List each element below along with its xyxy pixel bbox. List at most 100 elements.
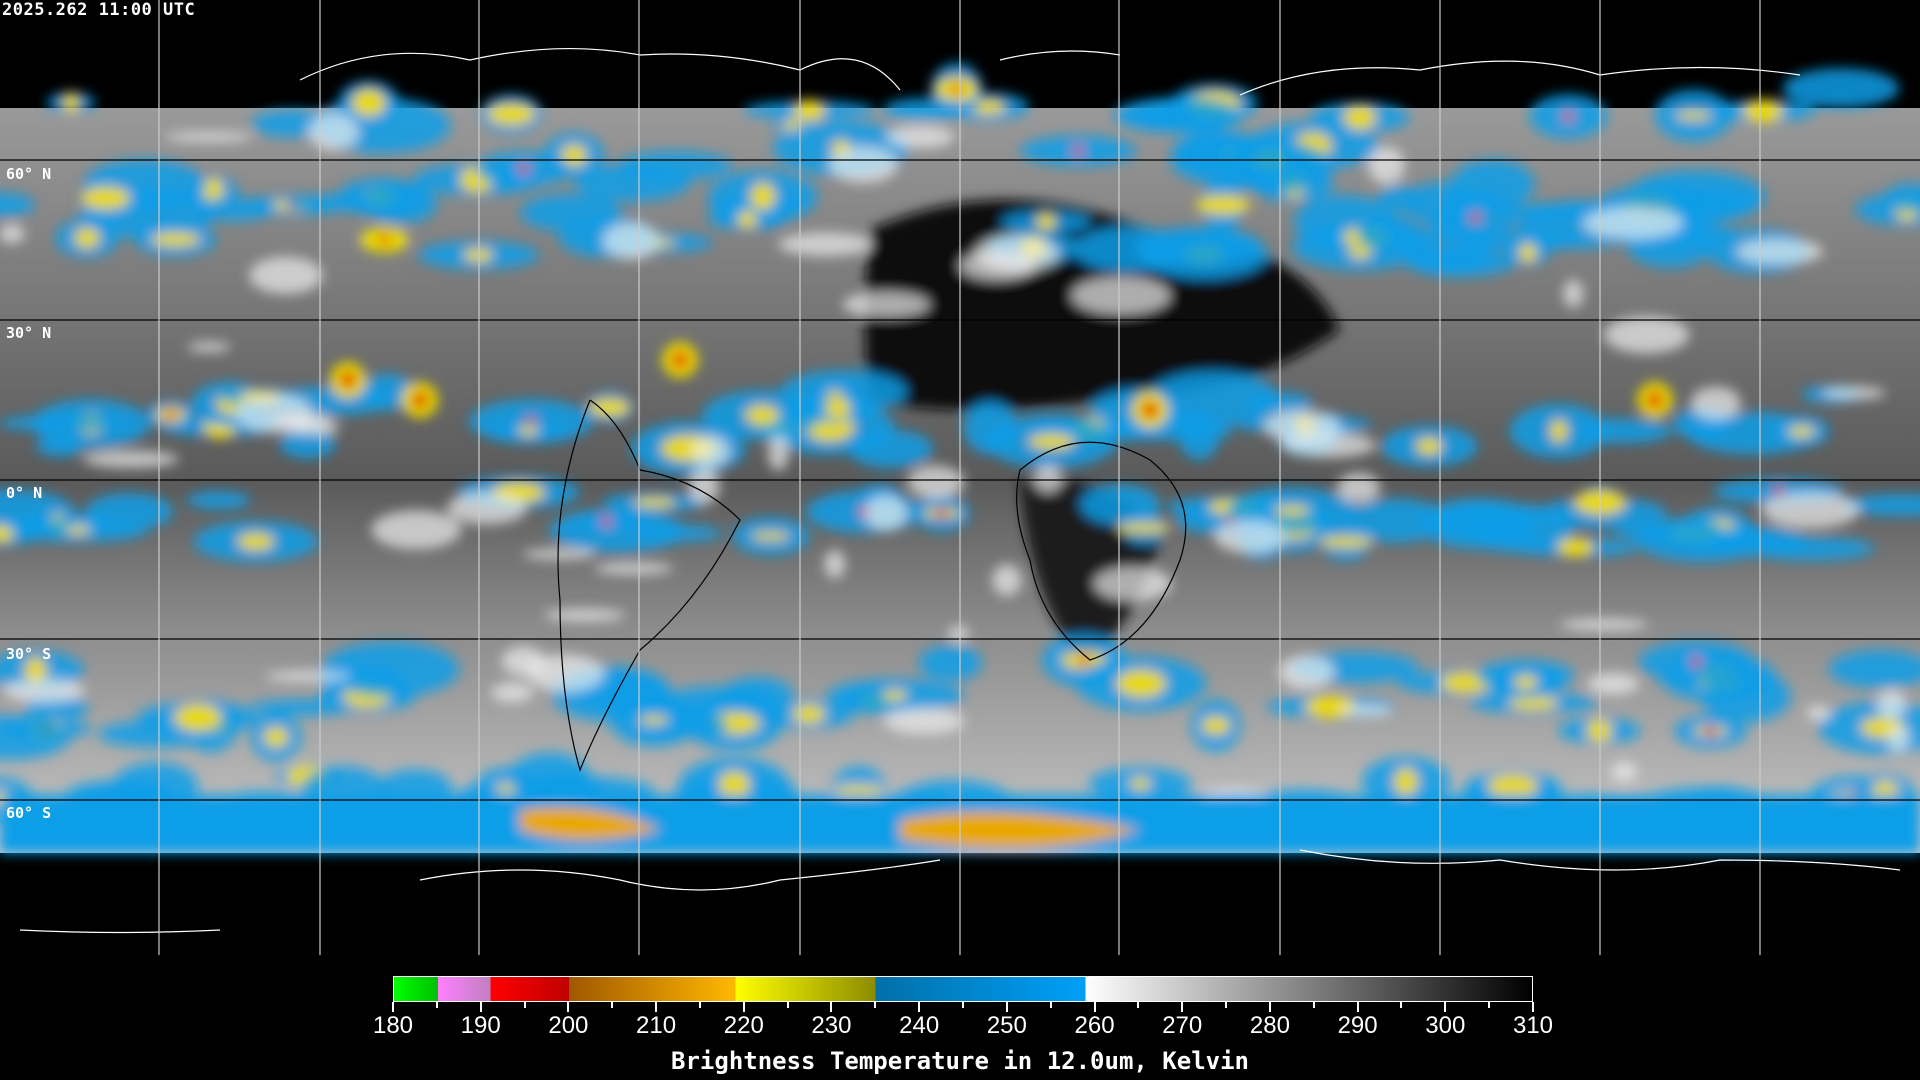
color-scale-bar <box>393 976 1533 1002</box>
colorbar-tick <box>523 1002 526 1008</box>
colorbar-tick <box>1005 1002 1008 1012</box>
deep-convection <box>518 164 529 175</box>
cloud <box>1563 279 1584 308</box>
cloud <box>883 708 965 735</box>
colorbar-tick-label: 300 <box>1425 1012 1466 1039</box>
colorbar-tick <box>1444 1002 1447 1012</box>
colorbar-tick <box>1137 1002 1140 1008</box>
cloud-cluster <box>1433 502 1533 540</box>
cold-cloud-top <box>1319 536 1373 548</box>
colorbar-tick-label: 240 <box>899 1012 940 1039</box>
cloud <box>1368 146 1405 184</box>
cold-cloud-top <box>1195 195 1251 215</box>
cloud <box>187 341 231 353</box>
cloud-cluster <box>618 151 732 181</box>
colorbar-tick <box>786 1002 789 1008</box>
cloud <box>1033 465 1063 493</box>
cloud <box>446 491 527 525</box>
cold-cloud-top <box>1116 522 1172 533</box>
deep-convection <box>601 516 612 527</box>
colorbar-tick-label: 200 <box>548 1012 589 1039</box>
lat-label-30n: 30° N <box>6 324 52 342</box>
storm-core <box>412 392 428 408</box>
cloud-cluster <box>848 430 934 469</box>
cold-cloud-top <box>496 784 517 793</box>
cloud <box>522 548 596 560</box>
cloud <box>1071 276 1171 315</box>
cloud-cluster <box>1748 536 1875 561</box>
cloud <box>543 608 626 622</box>
cloud <box>602 222 660 260</box>
deep-convection <box>379 234 390 245</box>
cold-cloud-top <box>24 657 47 683</box>
cold-cloud-top <box>561 144 587 167</box>
cloud <box>1806 705 1831 721</box>
colorbar-tick <box>1312 1002 1315 1008</box>
colorbar-title: Brightness Temperature in 12.0um, Kelvin <box>671 1047 1249 1075</box>
cloud-cluster <box>1127 97 1242 133</box>
cold-cloud-top <box>518 425 539 436</box>
storm-core <box>672 352 688 368</box>
colorbar-tick <box>874 1002 877 1008</box>
colorbar-tick <box>1356 1002 1359 1012</box>
cloud <box>778 232 873 257</box>
cold-cloud-top <box>263 727 289 747</box>
cloud <box>163 131 253 143</box>
colorbar-tick-label: 220 <box>723 1012 764 1039</box>
cold-cloud-top <box>1394 768 1418 796</box>
cloud-cluster <box>1343 498 1448 543</box>
cold-cloud-top <box>1028 434 1075 450</box>
cold-cloud-top <box>792 705 825 724</box>
colorbar-tick-label: 180 <box>372 1012 414 1039</box>
cloud <box>1337 472 1381 503</box>
cloud-cluster <box>364 182 438 224</box>
cloud-cluster <box>1701 669 1791 723</box>
colorbar-tick <box>1532 1002 1534 1012</box>
cloud-cluster <box>0 414 132 432</box>
cloud <box>1559 618 1649 631</box>
lat-label-60n: 60° N <box>6 165 52 183</box>
colorbar-tick-label: 260 <box>1074 1012 1115 1039</box>
cold-cloud-top <box>751 532 790 541</box>
cloud <box>82 450 179 468</box>
cold-cloud-top <box>520 807 660 840</box>
cloud <box>974 234 1060 273</box>
colorbar-tick <box>918 1002 921 1012</box>
colorbar-tick-label: 230 <box>811 1012 852 1039</box>
cloud-cluster <box>1840 494 1920 517</box>
cloud <box>842 291 930 318</box>
cold-cloud-top <box>1509 696 1558 710</box>
cold-cloud-top <box>1343 105 1376 130</box>
satellite-ir-map <box>0 0 1920 955</box>
cold-cloud-top <box>62 92 80 113</box>
colorbar-tick <box>830 1002 833 1012</box>
cloud-cluster <box>1782 68 1900 109</box>
cold-cloud-top <box>464 248 493 262</box>
cloud <box>948 625 970 642</box>
cold-cloud-top <box>81 186 130 210</box>
cold-cloud-top <box>825 398 851 419</box>
colorbar-tick <box>1400 1002 1403 1008</box>
cloud <box>1587 672 1640 695</box>
cold-cloud-top <box>237 533 274 551</box>
colorbar-tick <box>1181 1002 1184 1012</box>
colorbar-tick-label: 310 <box>1512 1012 1554 1039</box>
cloud <box>3 678 85 703</box>
cold-cloud-top <box>1036 214 1056 230</box>
cold-cloud-top <box>1557 538 1594 557</box>
cloud-cluster <box>963 401 1017 455</box>
cold-cloud-top <box>1519 243 1537 263</box>
cloud-cluster <box>1357 214 1421 252</box>
storm-core <box>1142 402 1158 418</box>
cold-cloud-top <box>745 405 780 425</box>
cloud <box>688 467 720 505</box>
storm-core <box>1647 392 1663 408</box>
cold-cloud-top <box>794 99 825 121</box>
colorbar-tick-label: 290 <box>1337 1012 1378 1039</box>
cloud <box>1736 238 1824 265</box>
cloud <box>690 435 730 468</box>
lat-lon-grid <box>158 0 1761 955</box>
cold-cloud-top <box>1416 437 1442 455</box>
cloud-cluster <box>0 522 41 546</box>
cold-cloud-top <box>882 690 908 701</box>
